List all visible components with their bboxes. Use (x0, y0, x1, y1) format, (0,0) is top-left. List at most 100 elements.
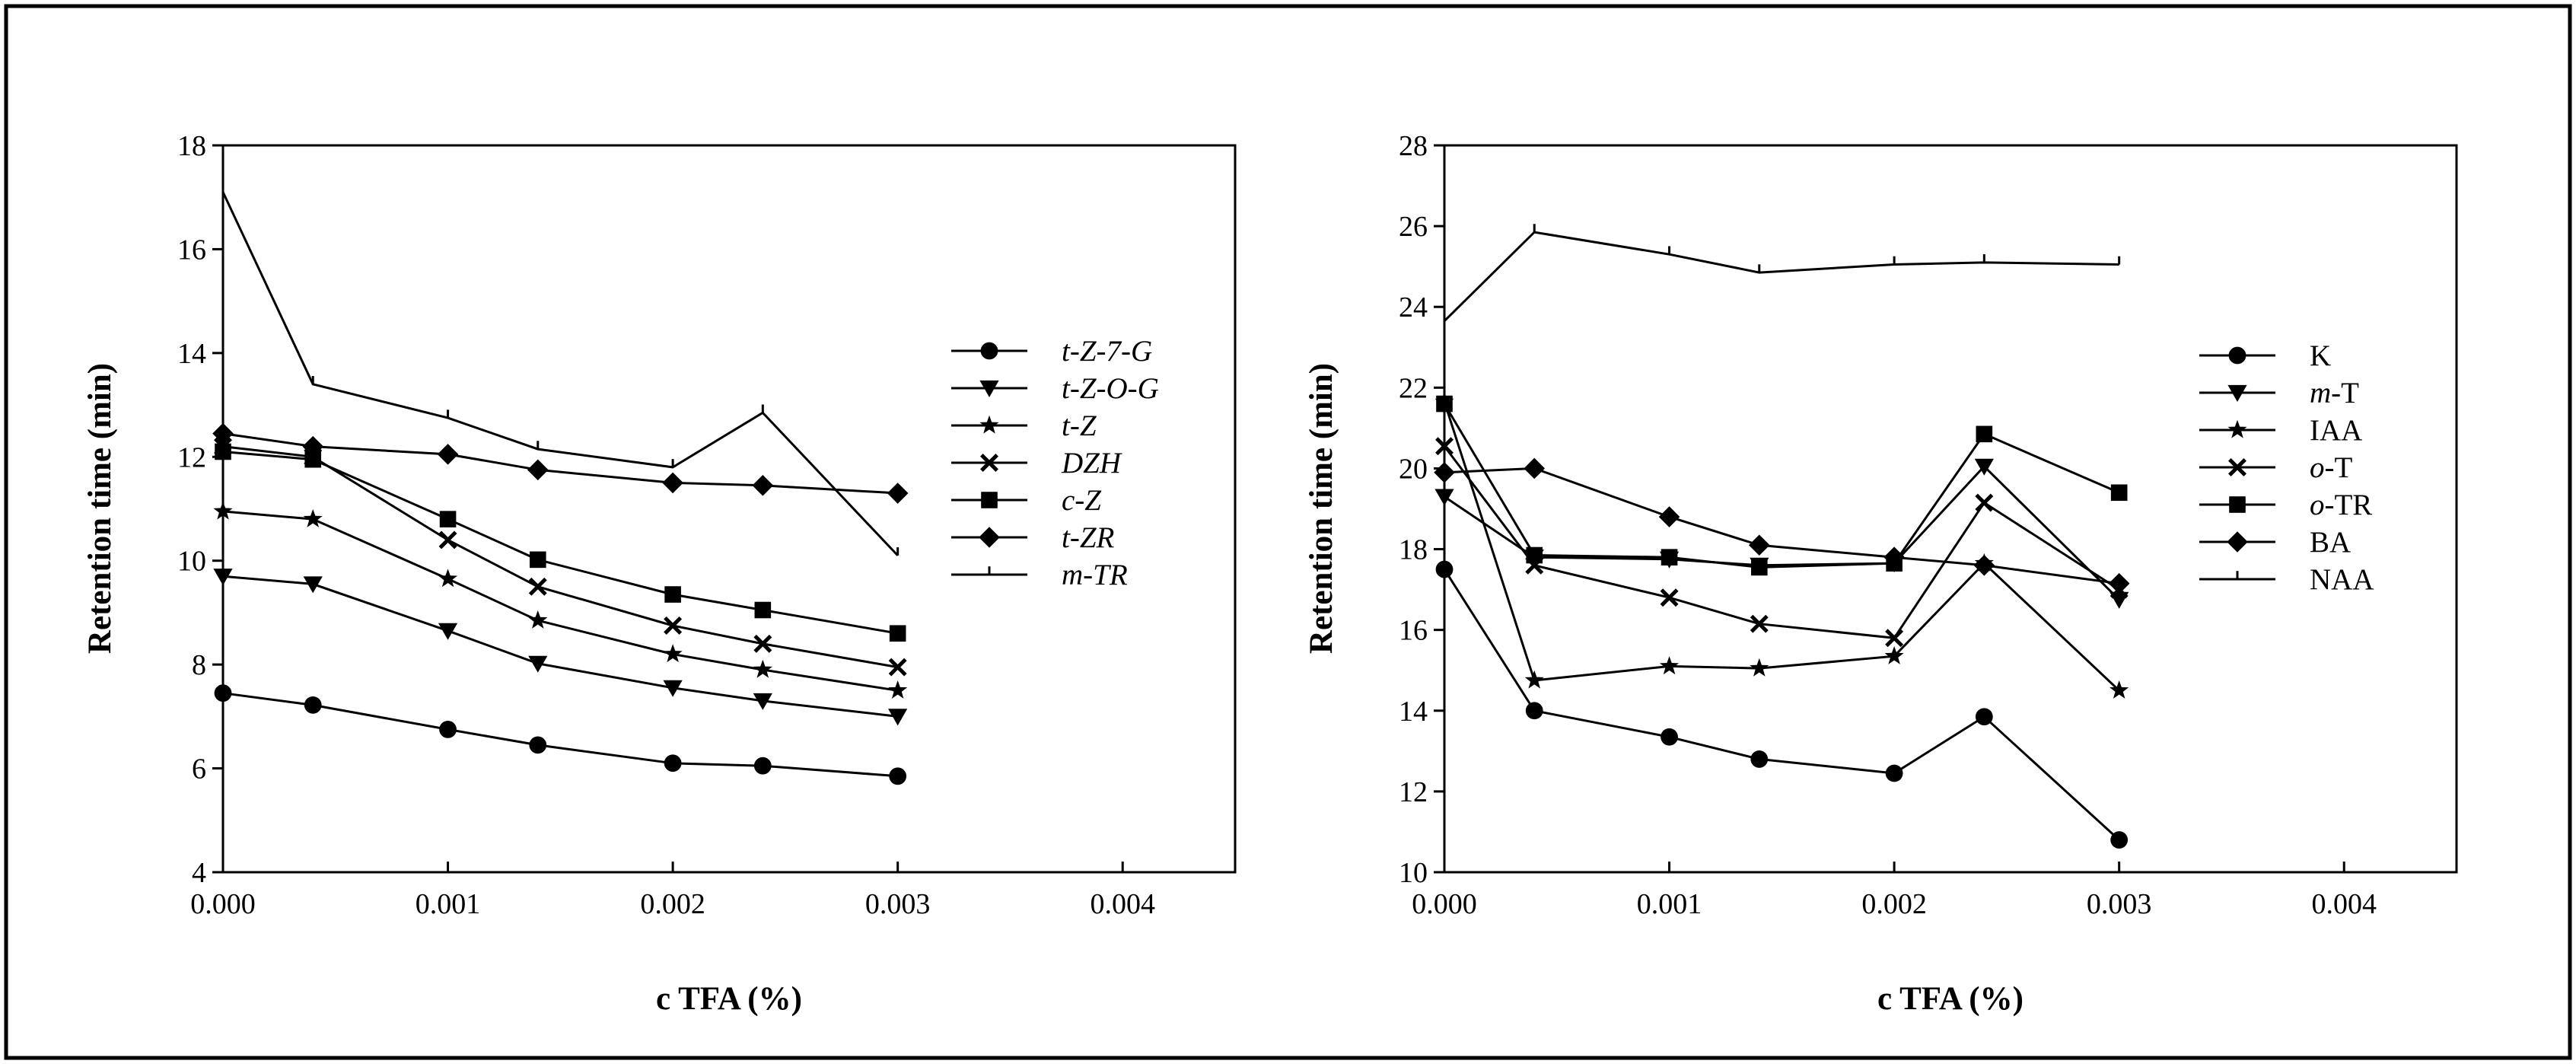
right-legend: Km-T IAA o-T o-TR BA NAA (2199, 339, 2374, 596)
left-point-t-z-4 (663, 644, 683, 663)
right-point-m-t-0 (1434, 489, 1454, 506)
left-x-tick-label-1: 0.001 (416, 888, 481, 920)
left-point-t-z-o-g-1 (303, 576, 323, 594)
right-point-ba-1 (1524, 457, 1546, 479)
left-y-tick-label-7: 18 (177, 130, 206, 162)
right-legend-item-iaa: IAA (2199, 414, 2362, 447)
right-y-tick-label-9: 28 (1399, 130, 1428, 162)
right-point-o-t-3 (1750, 614, 1769, 633)
left-point-t-z-7-g-0 (214, 684, 232, 702)
right-legend-label-k: K (2310, 339, 2331, 372)
left-legend-label-c-z: c-Z (1062, 484, 1102, 517)
left-series-m-tr (221, 183, 900, 556)
right-x-tick-label-0: 0.000 (1412, 888, 1477, 920)
right-point-k-5 (1975, 708, 1993, 726)
left-legend-item-dzh: DZH (951, 447, 1122, 479)
left-point-t-z-o-g-4 (663, 680, 683, 697)
right-legend-label-naa: NAA (2310, 563, 2374, 596)
left-legend-item-c-z: c-Z (951, 484, 1102, 517)
left-point-c-z-0 (215, 443, 231, 460)
right-y-tick-label-7: 24 (1399, 291, 1428, 323)
left-point-t-z-6 (888, 680, 908, 699)
left-point-t-z-o-g-6 (888, 709, 908, 726)
right-y-tick-label-8: 26 (1399, 211, 1428, 243)
right-legend-marker-o-tr (2229, 496, 2246, 513)
right-point-o-tr-0 (1436, 395, 1453, 413)
right-y-tick-label-2: 14 (1399, 696, 1428, 728)
left-legend-label-m-tr: m-TR (1062, 559, 1128, 591)
left-point-t-z-7-g-2 (439, 721, 457, 738)
left-legend-label-t-z-7-g: t-Z-7-G (1062, 335, 1152, 368)
left-point-c-z-2 (439, 511, 457, 527)
left-point-dzh-6 (888, 658, 907, 677)
right-legend-item-o-t: o-T (2199, 451, 2352, 484)
right-point-iaa-1 (1524, 670, 1544, 689)
left-point-dzh-3 (528, 577, 547, 596)
right-legend-marker-m-t (2227, 384, 2247, 402)
figure-border (4, 4, 2572, 1060)
right-legend-marker-iaa (2227, 419, 2247, 438)
left-legend-marker-dzh (980, 454, 998, 472)
right-y-ticks: 10 12 14 16 18 20 22 24 26 28 (1399, 130, 1444, 889)
right-x-axis-label: c TFA (%) (1877, 981, 2024, 1017)
left-y-ticks: 4 6 8 10 12 14 16 18 (177, 130, 223, 889)
left-series-t-z-7-g (214, 684, 907, 785)
left-legend-marker-t-z-o-g (979, 380, 999, 397)
right-point-o-tr-5 (1976, 425, 1993, 443)
left-y-tick-label-6: 16 (177, 234, 206, 266)
right-x-tick-label-2: 0.002 (1861, 888, 1927, 920)
right-x-ticks: 0.000 0.001 0.002 0.003 0.004 (1412, 862, 2377, 920)
left-series-t-z-o-g (213, 569, 908, 726)
left-point-t-z-7-g-1 (304, 696, 322, 714)
right-point-ba-3 (1748, 534, 1770, 556)
left-point-t-zr-5 (752, 475, 774, 496)
right-legend-item-o-tr: o-TR (2199, 489, 2372, 521)
left-legend-item-t-zr: t-ZR (951, 521, 1115, 554)
right-series-layer (1434, 224, 2130, 849)
left-legend-marker-t-z (979, 415, 999, 434)
left-y-tick-label-2: 8 (192, 649, 206, 681)
left-point-t-zr-0 (212, 422, 234, 444)
left-legend-label-t-z: t-Z (1062, 409, 1097, 442)
right-point-k-4 (1885, 764, 1903, 782)
left-y-axis-label: Retention time (min) (82, 363, 118, 654)
right-legend-item-ba: BA (2199, 526, 2351, 559)
left-x-tick-label-2: 0.002 (640, 888, 705, 920)
left-point-dzh-4 (664, 616, 683, 635)
left-legend-marker-t-z-7-g (980, 342, 998, 360)
right-y-tick-label-1: 12 (1399, 776, 1428, 808)
right-series-k (1435, 560, 2129, 849)
left-point-c-z-6 (889, 625, 906, 642)
left-legend-item-t-z-o-g: t-Z-O-G (951, 372, 1159, 405)
right-point-iaa-2 (1660, 656, 1680, 675)
left-legend-label-dzh: DZH (1061, 447, 1122, 479)
right-point-ba-4 (1883, 546, 1905, 568)
left-x-tick-label-4: 0.004 (1090, 888, 1155, 920)
right-y-tick-label-6: 22 (1399, 372, 1428, 404)
right-legend-item-m-t: m-T (2199, 377, 2359, 409)
right-point-k-3 (1750, 750, 1769, 768)
right-point-o-tr-1 (1526, 546, 1543, 564)
left-point-c-z-4 (664, 586, 681, 603)
left-y-tick-label-1: 6 (192, 753, 206, 785)
left-point-t-z-2 (438, 569, 458, 588)
left-legend-item-t-z: t-Z (951, 409, 1097, 442)
right-point-ba-2 (1658, 506, 1680, 527)
right-point-k-0 (1435, 560, 1454, 578)
right-y-tick-label-0: 10 (1399, 857, 1428, 889)
right-legend-marker-o-t (2228, 458, 2246, 476)
right-point-iaa-6 (2110, 680, 2129, 699)
left-legend-marker-c-z (981, 492, 998, 508)
left-point-t-z-7-g-5 (753, 757, 772, 775)
right-x-tick-label-3: 0.003 (2087, 888, 2152, 920)
right-series-ba (1434, 457, 2130, 594)
left-legend: t-Z-7-G t-Z-O-G t-Z DZH c-Z t-ZR m-TR (951, 335, 1159, 591)
left-legend-item-m-tr: m-TR (951, 559, 1128, 591)
left-legend-item-t-z-7-g: t-Z-7-G (951, 335, 1152, 368)
left-point-t-zr-2 (437, 444, 459, 465)
left-x-tick-label-3: 0.003 (865, 888, 931, 920)
right-plot-area (1443, 144, 2458, 874)
left-point-t-z-o-g-3 (528, 655, 548, 673)
left-legend-marker-t-zr (979, 527, 1000, 548)
left-point-c-z-3 (529, 551, 546, 569)
